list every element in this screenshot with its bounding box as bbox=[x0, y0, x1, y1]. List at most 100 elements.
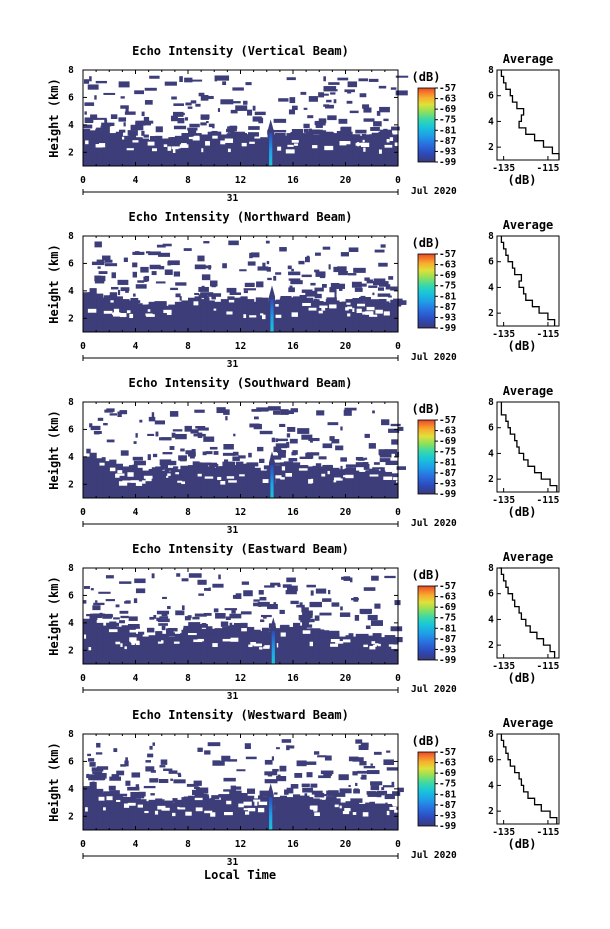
echo-patch bbox=[322, 246, 331, 250]
colorbar-tick-label: -75 bbox=[439, 779, 456, 790]
echo-patch bbox=[301, 465, 309, 470]
echo-gap bbox=[109, 467, 116, 472]
echo-patch bbox=[204, 588, 209, 591]
echo-patch bbox=[328, 630, 340, 637]
echo-patch bbox=[164, 81, 177, 86]
echo-patch bbox=[253, 599, 260, 602]
echo-patch bbox=[367, 792, 378, 797]
echo-gap bbox=[303, 631, 310, 634]
x-tick-label: 12 bbox=[235, 673, 246, 684]
y-axis-label: Height (km) bbox=[47, 410, 61, 489]
echo-column bbox=[352, 470, 360, 498]
colorbar-tick-label: -57 bbox=[439, 747, 456, 758]
echo-gap bbox=[137, 804, 143, 808]
echo-gap bbox=[362, 812, 369, 817]
day-label: 31 bbox=[227, 193, 239, 204]
echo-patch bbox=[325, 773, 333, 776]
echo-patch bbox=[362, 458, 366, 461]
echo-gap bbox=[95, 144, 103, 148]
echo-column bbox=[325, 299, 333, 332]
echo-patch bbox=[191, 448, 196, 453]
echo-gap bbox=[291, 312, 298, 317]
echo-patch bbox=[193, 433, 206, 437]
echo-gap bbox=[224, 811, 233, 816]
echo-column bbox=[102, 625, 110, 664]
echo-patch bbox=[200, 117, 209, 120]
echo-gap bbox=[157, 641, 163, 644]
echo-patch bbox=[303, 761, 317, 765]
echo-spike bbox=[270, 465, 274, 498]
echo-column bbox=[352, 300, 360, 332]
echo-patch bbox=[115, 790, 120, 796]
echo-column bbox=[188, 130, 196, 166]
echo-patch bbox=[89, 613, 103, 619]
echo-patch bbox=[266, 260, 270, 265]
echo-patch bbox=[171, 96, 177, 100]
echo-column bbox=[260, 799, 268, 830]
echo-patch bbox=[152, 453, 158, 458]
echo-patch bbox=[145, 766, 155, 772]
echo-gap bbox=[273, 314, 282, 318]
echo-column bbox=[240, 134, 248, 166]
date-label: Jul 2020 bbox=[411, 518, 457, 529]
echo-patch bbox=[144, 87, 157, 91]
echo-patch bbox=[327, 422, 339, 426]
panel-title: Echo Intensity (Eastward Beam) bbox=[132, 542, 349, 556]
echo-patch bbox=[324, 755, 332, 761]
echo-gap bbox=[243, 801, 252, 806]
echo-patch bbox=[170, 115, 178, 122]
echo-column bbox=[299, 294, 307, 332]
echo-column bbox=[358, 803, 366, 830]
echo-patch bbox=[360, 610, 371, 615]
echo-gap bbox=[334, 804, 339, 808]
echo-patch bbox=[86, 774, 94, 779]
echo-patch bbox=[255, 297, 263, 303]
echo-gap bbox=[324, 145, 334, 151]
echo-patch bbox=[373, 751, 382, 755]
echo-patch bbox=[92, 771, 103, 775]
echo-column bbox=[233, 795, 242, 830]
echo-patch bbox=[377, 293, 391, 297]
echo-column bbox=[201, 299, 209, 332]
echo-column bbox=[161, 470, 169, 498]
echo-patch bbox=[384, 635, 396, 641]
y-tick-label: 4 bbox=[68, 784, 74, 795]
echo-patch bbox=[98, 776, 106, 781]
echo-patch bbox=[286, 745, 295, 749]
echo-patch bbox=[310, 129, 323, 134]
echo-patch bbox=[149, 136, 159, 141]
echo-patch bbox=[346, 100, 353, 104]
echo-gap bbox=[330, 639, 340, 643]
echo-patch bbox=[95, 80, 107, 84]
echo-patch bbox=[134, 578, 146, 584]
day-label: 31 bbox=[227, 525, 239, 536]
echo-patch bbox=[190, 100, 197, 104]
echo-patch bbox=[317, 755, 327, 758]
echo-gap bbox=[127, 802, 136, 806]
echo-gap bbox=[112, 312, 121, 317]
echo-patch bbox=[331, 439, 340, 444]
echo-column bbox=[345, 801, 353, 830]
echo-patch bbox=[147, 454, 151, 461]
echo-patch bbox=[90, 588, 94, 591]
y-axis-label: Height (km) bbox=[47, 244, 61, 323]
echo-patch bbox=[106, 408, 115, 412]
echo-patch bbox=[209, 463, 219, 468]
echo-patch bbox=[314, 792, 325, 798]
echo-gap bbox=[116, 799, 121, 803]
echo-gap bbox=[175, 472, 180, 475]
echo-patch bbox=[291, 268, 294, 272]
panel-5: Echo Intensity (Westward Beam) 2 4 6 8 Height… bbox=[47, 708, 560, 868]
echo-column bbox=[371, 469, 379, 498]
echo-patch bbox=[384, 793, 395, 800]
echo-patch bbox=[275, 443, 288, 449]
echo-gap bbox=[151, 148, 157, 152]
echo-patch bbox=[286, 787, 294, 794]
echo-patch bbox=[211, 795, 220, 800]
echo-patch bbox=[93, 602, 105, 606]
echo-column bbox=[319, 632, 327, 664]
echo-patch bbox=[102, 255, 111, 261]
echo-patch bbox=[199, 293, 208, 298]
average-x-tick-label: -115 bbox=[536, 495, 559, 506]
